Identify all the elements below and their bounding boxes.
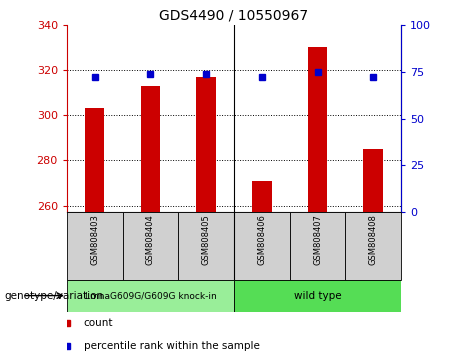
Text: GSM808407: GSM808407 [313,215,322,265]
Bar [123,212,178,280]
Bar [178,212,234,280]
Bar [290,212,345,280]
Bar [67,280,234,312]
Bar [363,149,383,212]
Bar [85,108,105,212]
Bar [345,212,401,280]
Text: genotype/variation: genotype/variation [5,291,104,301]
Text: GSM808406: GSM808406 [257,215,266,265]
Text: GSM808404: GSM808404 [146,215,155,265]
Bar [67,212,123,280]
Text: GSM808408: GSM808408 [369,215,378,265]
Bar [234,212,290,280]
Text: GSM808405: GSM808405 [201,215,211,265]
Bar [141,86,160,212]
Bar [234,280,401,312]
Text: GSM808403: GSM808403 [90,215,99,265]
Text: count: count [83,318,113,329]
Text: LmnaG609G/G609G knock-in: LmnaG609G/G609G knock-in [84,291,216,300]
Title: GDS4490 / 10550967: GDS4490 / 10550967 [160,8,308,22]
Bar [252,181,272,212]
Bar [308,47,327,212]
Bar [196,77,216,212]
Text: wild type: wild type [294,291,341,301]
Text: percentile rank within the sample: percentile rank within the sample [83,341,260,352]
